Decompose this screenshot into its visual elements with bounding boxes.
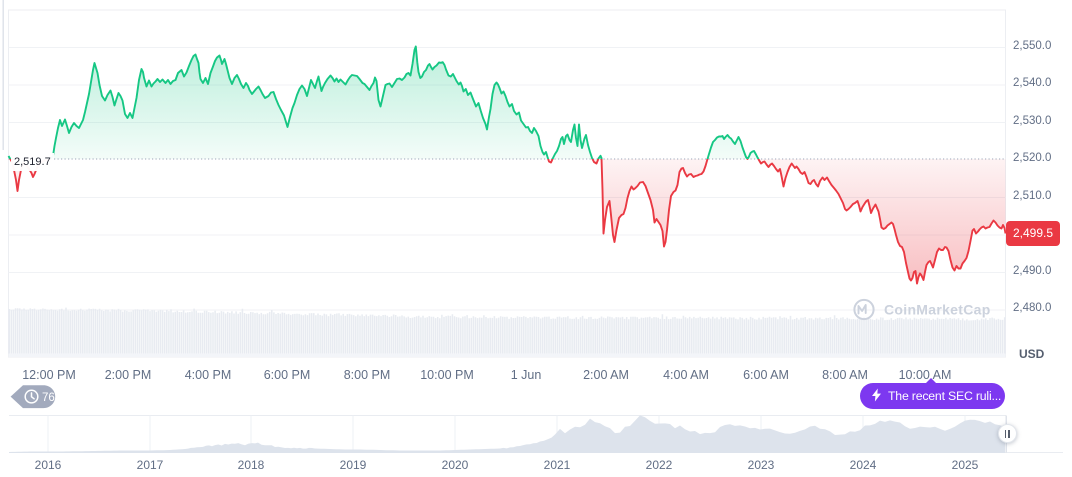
svg-text:CoinMarketCap: CoinMarketCap (884, 302, 991, 318)
svg-text:76: 76 (42, 392, 55, 404)
